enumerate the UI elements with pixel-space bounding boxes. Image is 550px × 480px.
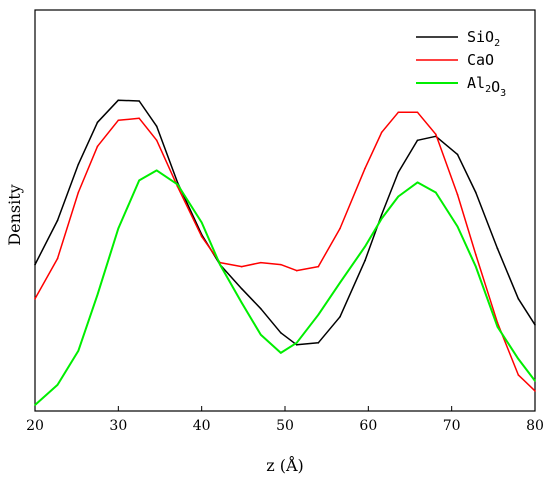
x-tick-label: 20 (26, 418, 44, 434)
x-axis-ticks: 20 30 40 50 60 70 80 (26, 406, 544, 434)
series-line-sio2 (34, 99, 536, 346)
data-point-al2o3 (475, 265, 477, 268)
data-point-al2o3 (397, 195, 400, 198)
data-point-sio2 (475, 191, 477, 194)
data-point-sio2 (317, 342, 320, 344)
series-line-cao (34, 111, 536, 392)
data-point-sio2 (517, 297, 520, 300)
legend-label-cao: CaO (467, 51, 494, 69)
x-tick-label: 30 (109, 418, 127, 434)
data-point-al2o3 (517, 358, 520, 360)
data-point-cao (56, 257, 59, 260)
series-lines (34, 99, 536, 406)
data-point-cao (117, 119, 120, 122)
data-point-sio2 (96, 121, 99, 124)
data-point-al2o3 (176, 183, 179, 186)
legend-label-sio2: SiO2 (467, 28, 500, 49)
data-point-al2o3 (295, 342, 298, 344)
data-point-cao (138, 117, 140, 120)
data-point-cao (96, 145, 99, 148)
data-point-al2o3 (534, 380, 536, 382)
data-point-al2o3 (240, 301, 243, 304)
data-point-al2o3 (34, 404, 36, 406)
x-tick-label: 60 (359, 418, 377, 434)
data-point-al2o3 (77, 350, 80, 352)
data-point-sio2 (260, 307, 262, 310)
data-point-al2o3 (138, 179, 140, 182)
data-point-sio2 (138, 100, 140, 102)
data-point-sio2 (364, 259, 366, 262)
data-point-cao (260, 261, 262, 264)
data-point-al2o3 (117, 227, 120, 230)
data-point-sio2 (397, 171, 400, 174)
data-point-al2o3 (416, 181, 419, 184)
x-tick-label: 70 (443, 418, 461, 434)
data-point-sio2 (77, 163, 80, 166)
data-point-cao (295, 269, 298, 272)
data-point-al2o3 (96, 293, 99, 296)
data-point-cao (517, 374, 520, 376)
data-point-al2o3 (456, 225, 459, 228)
data-point-cao (339, 227, 341, 230)
data-point-sio2 (380, 213, 383, 216)
data-point-al2o3 (200, 221, 203, 224)
data-point-al2o3 (339, 281, 341, 284)
data-point-al2o3 (260, 334, 262, 336)
data-point-sio2 (280, 332, 282, 334)
data-point-cao (240, 265, 243, 268)
data-point-cao (317, 265, 320, 268)
data-point-al2o3 (435, 191, 437, 194)
data-point-al2o3 (219, 263, 221, 266)
y-axis-label: Density (5, 184, 24, 245)
x-tick-label: 40 (193, 418, 211, 434)
data-point-al2o3 (496, 325, 499, 328)
data-point-cao (200, 235, 203, 238)
data-point-al2o3 (317, 313, 320, 316)
data-point-sio2 (176, 181, 179, 184)
x-tick-label: 80 (526, 418, 544, 434)
data-point-sio2 (496, 247, 499, 250)
data-point-sio2 (339, 315, 341, 318)
legend: SiO2 CaO Al2O3 (416, 28, 506, 99)
data-point-sio2 (56, 219, 59, 222)
data-point-sio2 (456, 153, 459, 156)
data-point-sio2 (534, 323, 536, 326)
data-point-al2o3 (155, 169, 158, 172)
data-point-cao (34, 297, 36, 300)
data-point-al2o3 (364, 245, 366, 248)
data-point-al2o3 (280, 352, 282, 354)
data-point-al2o3 (56, 384, 59, 386)
data-point-cao (364, 167, 366, 170)
data-point-sio2 (117, 99, 120, 102)
data-point-cao (475, 253, 477, 256)
data-point-cao (397, 111, 400, 114)
series-line-al2o3 (34, 169, 536, 406)
x-tick-label: 50 (276, 418, 294, 434)
data-point-sio2 (240, 287, 243, 290)
data-point-cao (280, 263, 282, 266)
data-point-sio2 (34, 263, 36, 266)
x-axis-label: z (Å) (266, 455, 304, 475)
data-point-cao (77, 191, 80, 194)
data-point-cao (380, 131, 383, 134)
data-point-al2o3 (380, 217, 383, 220)
data-point-cao (416, 111, 419, 114)
legend-label-al2o3: Al2O3 (467, 74, 506, 99)
data-point-sio2 (295, 344, 298, 346)
data-point-cao (456, 193, 459, 196)
data-point-sio2 (416, 139, 419, 142)
data-point-cao (435, 133, 437, 136)
data-point-cao (155, 139, 158, 142)
data-point-cao (534, 390, 536, 392)
data-point-sio2 (155, 125, 158, 128)
